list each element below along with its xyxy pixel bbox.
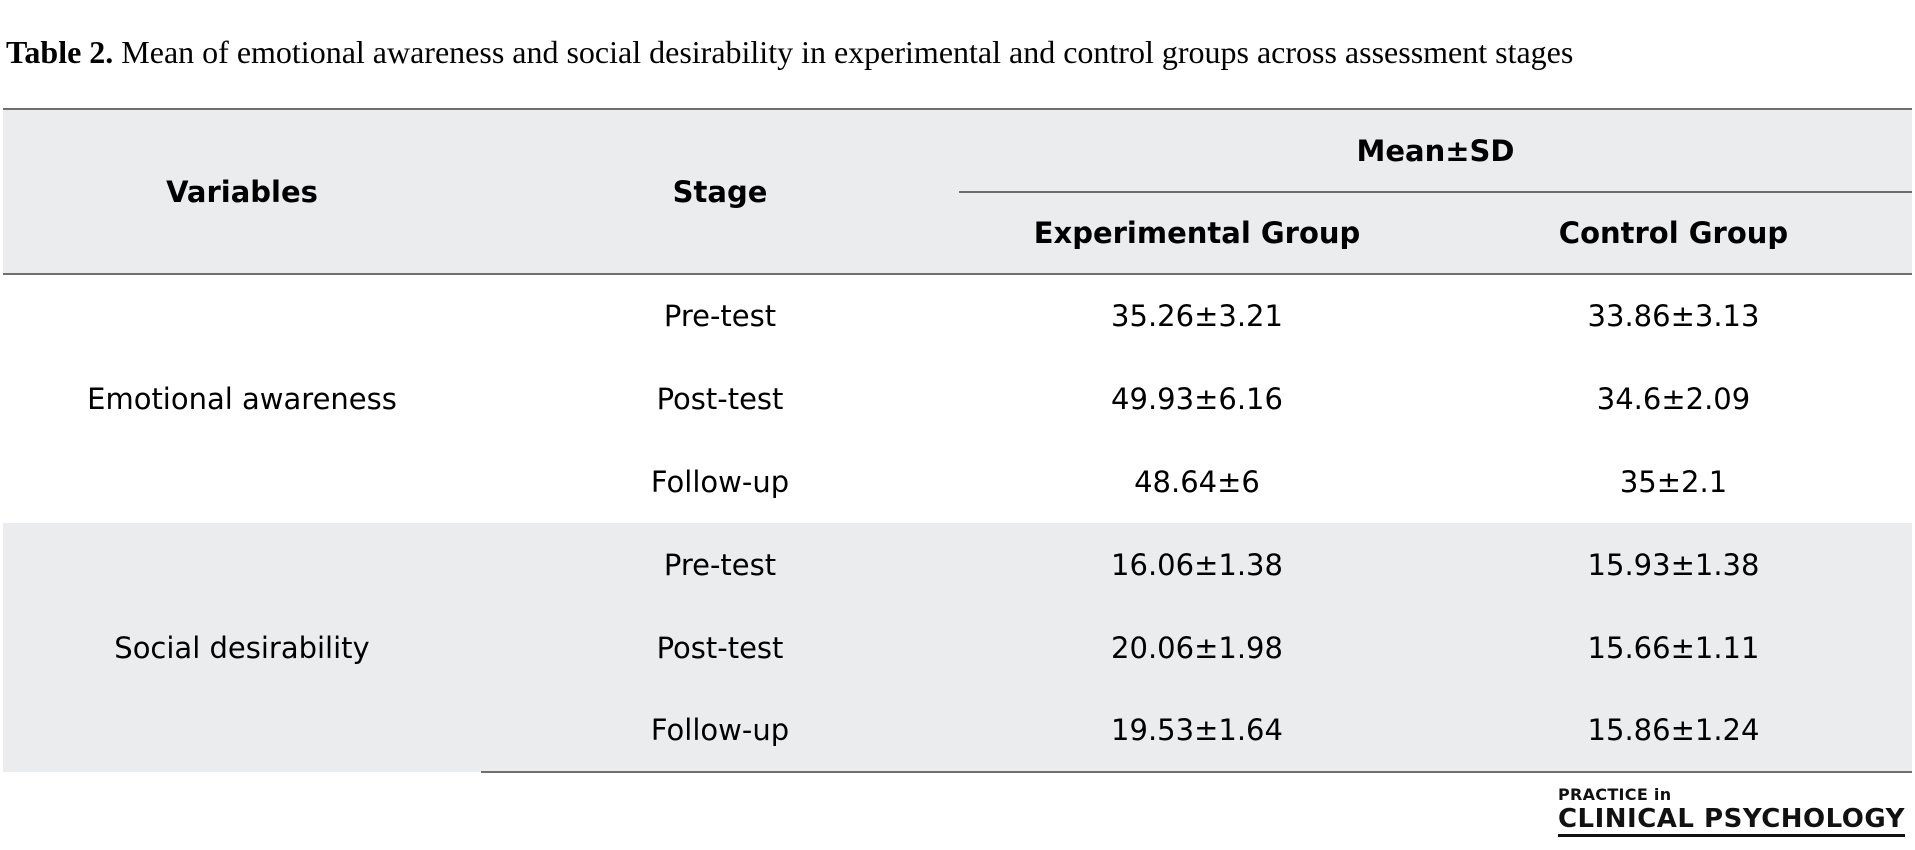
logo-line-2: CLINICAL PSYCHOLOGY [1557, 804, 1905, 837]
table-row: Post-test 20.06±1.98 15.66±1.11 [3, 606, 1912, 689]
header-control-group: Control Group [1435, 192, 1912, 275]
stage-cell: Post-test [656, 381, 784, 416]
table-row: Follow-up 48.64±6 35±2.1 [3, 440, 1912, 523]
variable-cell: Social desirability [3, 523, 481, 772]
stage-cell: Follow-up [650, 464, 790, 499]
table-caption: Table 2. Mean of emotional awareness and… [6, 28, 1573, 76]
header-variables: Variables [3, 108, 481, 275]
experimental-cell: 16.06±1.38 [959, 523, 1435, 606]
experimental-cell: 19.53±1.64 [959, 689, 1435, 773]
caption-label: Table 2. [6, 34, 114, 70]
caption-text: Mean of emotional awareness and social d… [113, 34, 1574, 70]
control-cell: 34.6±2.09 [1596, 381, 1751, 416]
header-experimental-group: Experimental Group [959, 192, 1435, 275]
table-row: Post-test 49.93±6.16 34.6±2.09 [3, 357, 1912, 440]
header-stage: Stage [481, 108, 959, 275]
experimental-cell: 48.64±6 [1134, 464, 1260, 499]
logo-line-1: PRACTICE in [1557, 785, 1672, 804]
table-row: Follow-up 19.53±1.64 15.86±1.24 [3, 689, 1912, 773]
experimental-cell: 20.06±1.98 [959, 606, 1435, 689]
control-cell: 35±2.1 [1619, 464, 1728, 499]
control-cell: 15.66±1.11 [1435, 606, 1912, 689]
stage-cell: Follow-up [481, 689, 959, 773]
control-cell: 15.93±1.38 [1435, 523, 1912, 606]
table-row: Emotional awareness Pre-test 35.26±3.21 … [3, 274, 1912, 416]
stage-cell: Pre-test [663, 299, 777, 333]
control-cell: 15.86±1.24 [1435, 689, 1912, 773]
header-mean-sd: Mean±SD [959, 108, 1912, 193]
journal-logo: PRACTICE in CLINICAL PSYCHOLOGY [1557, 785, 1905, 837]
experimental-cell: 35.26±3.21 [1111, 299, 1283, 333]
results-table: Variables Stage Mean±SD Experimental Gro… [3, 108, 1912, 773]
table-row: Social desirability Pre-test 16.06±1.38 … [3, 523, 1912, 772]
variable-cell: Emotional awareness [87, 382, 397, 416]
emotional-awareness-section: Emotional awareness Pre-test 35.26±3.21 … [3, 274, 1912, 523]
social-desirability-section: Social desirability Pre-test 16.06±1.38 … [3, 523, 1912, 773]
stage-cell: Pre-test [481, 523, 959, 606]
experimental-cell: 49.93±6.16 [1111, 381, 1283, 416]
stage-cell: Post-test [481, 606, 959, 689]
control-cell: 33.86±3.13 [1587, 299, 1760, 333]
